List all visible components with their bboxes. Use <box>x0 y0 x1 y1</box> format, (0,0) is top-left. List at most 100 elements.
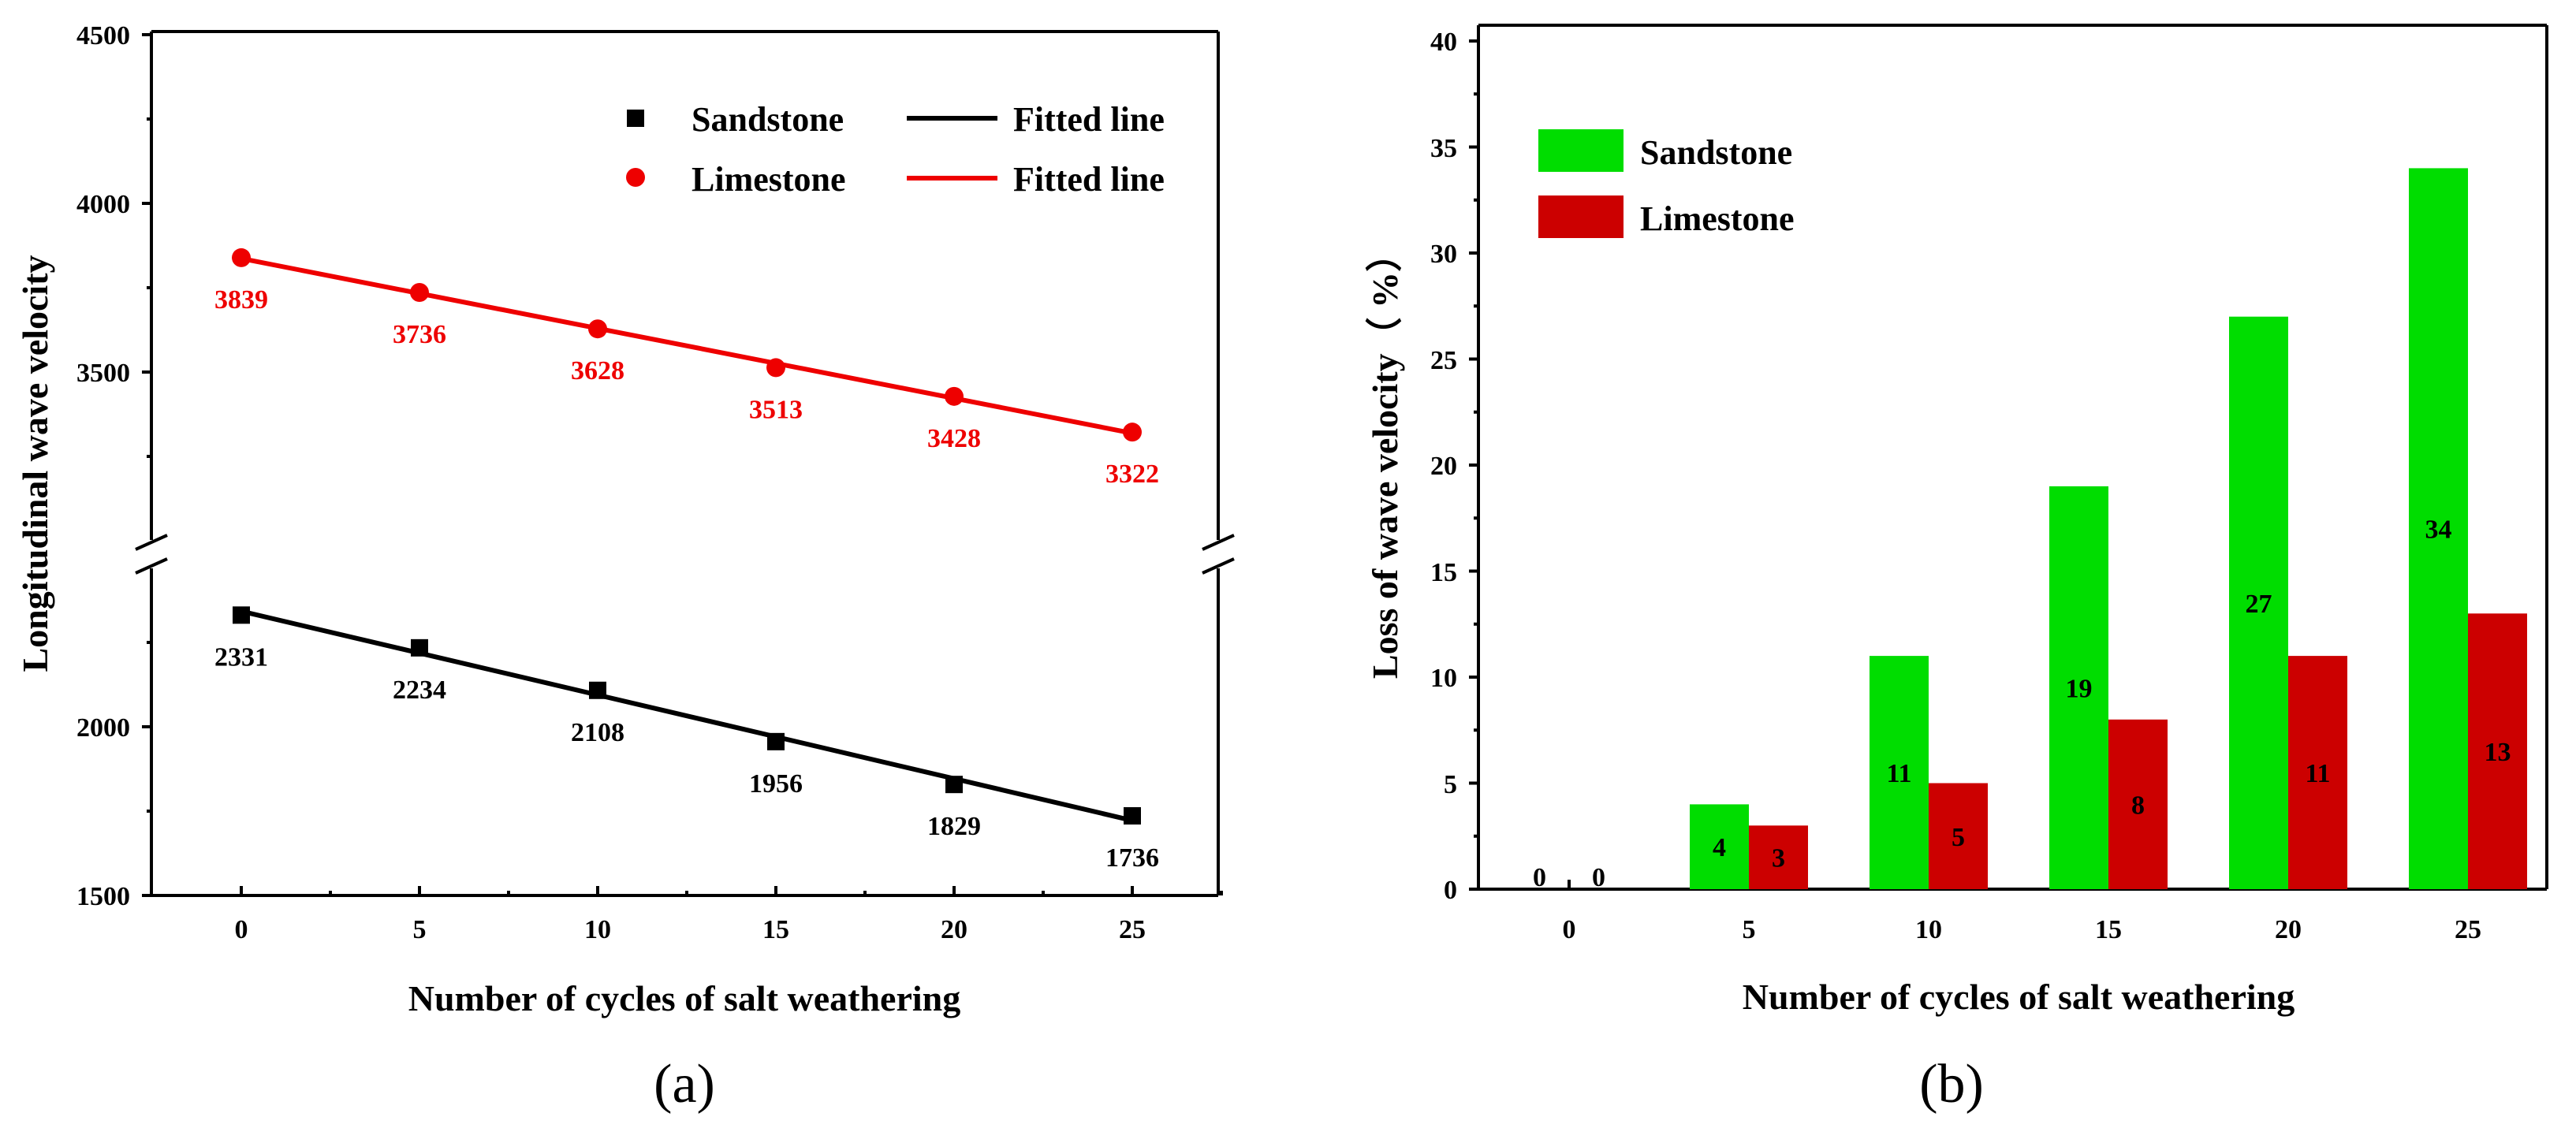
data-label-sandstone: 1736 <box>1105 843 1159 873</box>
legend: Sandstone Limestone <box>1538 129 1795 238</box>
x-tick-label: 15 <box>2095 915 2122 944</box>
bar-limestone <box>2108 719 2168 889</box>
x-tick-label: 20 <box>941 915 967 944</box>
y-tick-label: 2000 <box>76 713 130 743</box>
x-ticks <box>240 886 1223 895</box>
y-tick-label: 3500 <box>76 359 130 388</box>
bar-label-sandstone: 11 <box>1886 759 1911 788</box>
data-label-limestone: 3322 <box>1105 460 1159 489</box>
data-point-sandstone <box>233 606 250 624</box>
y-tick-label: 5 <box>1444 770 1457 799</box>
y-ticks <box>1469 39 1478 891</box>
bar-limestone <box>1929 783 1988 889</box>
y-tick-label: 15 <box>1430 558 1457 587</box>
x-tick-labels: 0 5 10 15 20 25 <box>1563 915 2482 944</box>
panel-b-bar-chart: 0 5 10 15 20 25 30 35 40 0 5 10 15 20 25… <box>1365 24 2548 1115</box>
bar-sandstone <box>2049 486 2108 889</box>
bar-label-limestone: 8 <box>2131 791 2145 820</box>
bar-label-sandstone: 34 <box>2425 516 2452 545</box>
axis-break-gap-left <box>130 540 173 568</box>
axis-break-mark <box>135 557 168 575</box>
x-tick-label: 0 <box>1563 915 1576 944</box>
data-label-sandstone: 2234 <box>393 676 446 705</box>
data-point-limestone <box>945 386 964 406</box>
y-tick-label: 4000 <box>76 190 130 219</box>
bars-group: 0 4 11 19 27 34 0 3 5 8 11 13 <box>1533 168 2527 892</box>
bar-limestone <box>1749 825 1808 889</box>
axis-break-mark <box>1202 534 1235 551</box>
legend-swatch-limestone <box>1538 195 1624 238</box>
data-point-limestone <box>232 248 251 267</box>
bar-label-limestone: 5 <box>1952 823 1965 852</box>
y-ticks <box>142 33 151 897</box>
y-axis-title: Loss of wave velocity（ %） <box>1365 236 1405 679</box>
data-label-sandstone: 2331 <box>214 642 268 672</box>
data-point-sandstone <box>767 732 785 750</box>
y-axis-title: Longitudinal wave velocity <box>15 255 55 672</box>
x-axis-title: Number of cycles of salt weathering <box>408 978 961 1018</box>
legend-label-sandstone-fit: Fitted line <box>1013 100 1165 139</box>
series-group: 2331 2234 2108 1956 1829 1736 3839 3736 3628 3513… <box>214 248 1159 873</box>
fitted-line-sandstone <box>240 609 1133 823</box>
bar-limestone <box>2468 613 2527 889</box>
data-label-sandstone: 1956 <box>749 769 803 799</box>
data-point-sandstone <box>1124 806 1141 825</box>
panel-caption: (b) <box>1919 1054 1984 1115</box>
y-tick-label: 1500 <box>76 882 130 911</box>
legend-label-limestone: Limestone <box>1640 199 1795 238</box>
bar-label-sandstone: 0 <box>1533 863 1546 892</box>
legend: Sandstone Fitted line Limestone Fitted l… <box>626 100 1165 199</box>
data-label-limestone: 3428 <box>927 424 981 453</box>
bar-sandstone <box>2229 316 2288 889</box>
legend-swatch-sandstone <box>1538 129 1624 172</box>
bar-sandstone <box>1870 656 1929 889</box>
data-point-sandstone <box>945 776 963 794</box>
bar-label-limestone: 11 <box>2305 759 2330 788</box>
data-point-sandstone <box>411 638 428 657</box>
data-label-limestone: 3628 <box>571 356 624 385</box>
y-tick-labels: 0 5 10 15 20 25 30 35 40 <box>1430 28 1457 905</box>
legend-label-sandstone: Sandstone <box>1640 133 1792 172</box>
y-tick-label: 35 <box>1430 134 1457 163</box>
legend-label-sandstone: Sandstone <box>692 100 844 139</box>
data-point-limestone <box>588 319 607 339</box>
legend-label-limestone-fit: Fitted line <box>1013 160 1165 199</box>
x-tick-label: 10 <box>1915 915 1942 944</box>
x-axis-title: Number of cycles of salt weathering <box>1743 977 2295 1017</box>
y-tick-label: 30 <box>1430 240 1457 269</box>
x-tick-labels: 0 5 10 15 20 25 <box>235 915 1146 944</box>
y-tick-labels: 1500 2000 3500 4000 4500 <box>76 21 130 911</box>
x-tick-label: 5 <box>413 915 427 944</box>
bar-label-limestone: 3 <box>1772 844 1785 873</box>
legend-marker-sandstone <box>627 110 644 127</box>
data-label-limestone: 3736 <box>393 320 446 349</box>
bar-label-sandstone: 27 <box>2246 590 2272 619</box>
fitted-line-limestone <box>240 256 1133 436</box>
bar-limestone <box>2288 656 2347 889</box>
legend-label-limestone: Limestone <box>692 160 846 199</box>
axis-break-mark <box>1202 557 1235 575</box>
data-point-limestone <box>1123 423 1142 442</box>
bar-label-sandstone: 4 <box>1713 833 1726 862</box>
x-tick-label: 25 <box>1119 915 1146 944</box>
bar-label-limestone: 0 <box>1592 863 1605 892</box>
bar-sandstone <box>2409 168 2468 889</box>
data-label-sandstone: 2108 <box>571 718 624 747</box>
data-label-sandstone: 1829 <box>927 812 981 841</box>
y-tick-label: 20 <box>1430 452 1457 481</box>
y-tick-label: 40 <box>1430 28 1457 57</box>
bar-sandstone <box>1690 804 1749 889</box>
y-tick-label: 0 <box>1444 876 1457 905</box>
data-label-limestone: 3513 <box>749 395 803 424</box>
y-tick-label: 10 <box>1430 664 1457 693</box>
data-label-limestone: 3839 <box>214 285 268 315</box>
x-tick-label: 20 <box>2275 915 2302 944</box>
data-point-limestone <box>410 282 429 302</box>
y-tick-label: 4500 <box>76 21 130 50</box>
axis-break-mark <box>135 534 168 551</box>
data-point-sandstone <box>589 681 606 699</box>
x-tick-label: 25 <box>2455 915 2481 944</box>
axis-break-gap-right <box>1197 540 1240 568</box>
panel-caption: (a) <box>654 1054 715 1115</box>
